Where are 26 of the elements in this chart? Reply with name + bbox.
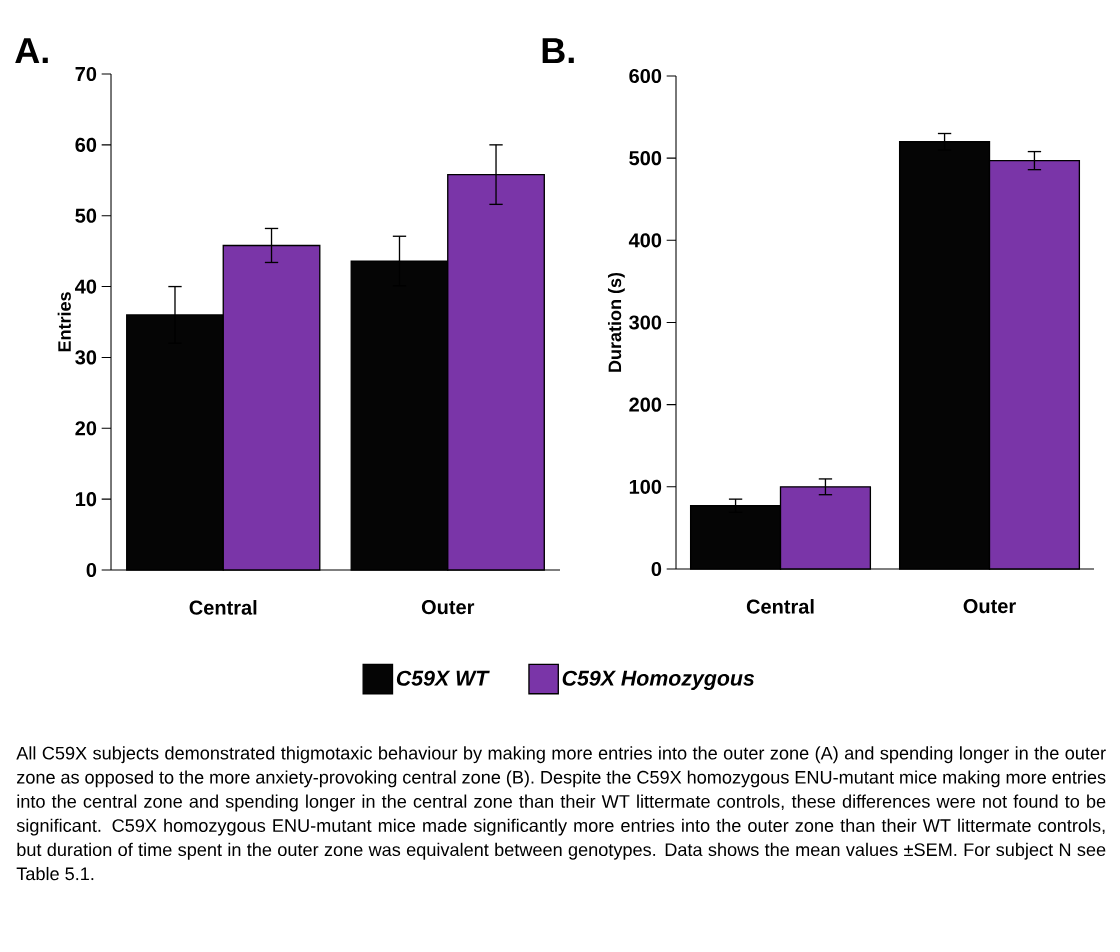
y-tick-label: 40: [75, 279, 97, 294]
y-tick-label: 300: [629, 315, 662, 330]
y-tick-label: 600: [629, 68, 662, 84]
y-tick-label: 400: [628, 233, 662, 248]
y-tick-label: 100: [629, 479, 662, 494]
text: All C59X subjects demonstrated thigmotaxic behaviour by making more entries into the outer zone (A) and spending longer in the outer zone as opposed to the more anxiety-provoking central zone (B). Despite the C59X homozygous ENU-mutant mice making more entries into the central zone and spending longer in the central zone than their WT littermate controls, these differences were not found to be significant. C59X homozygous ENU-mutant mice made significantly more entries into the outer zone than their WT littermate controls, but duration of time spent in the outer zone was equivalent between genotypes. Data shows the mean values ±SEM. For subject N see Table 5.1.: [16, 746, 1106, 881]
x-tick-label: Outer: [421, 600, 475, 615]
y-tick-label: 60: [75, 137, 97, 152]
y-tick-label: 0: [651, 561, 662, 577]
text: A.: [15, 38, 48, 64]
y-tick-label: 0: [86, 562, 97, 578]
text: B.: [542, 38, 574, 64]
x-tick-label: Outer: [963, 599, 1016, 614]
y-tick-label: 70: [75, 66, 97, 82]
y-tick-label: 10: [75, 492, 97, 507]
legend-label: C59X WT: [396, 670, 490, 686]
y-tick-label: 50: [75, 208, 97, 223]
x-tick-label: Central: [746, 599, 814, 614]
y-axis-title: Duration (s): [607, 272, 625, 372]
y-tick-label: 20: [75, 421, 97, 436]
y-tick-label: 30: [75, 350, 97, 365]
y-tick-label: 500: [629, 151, 662, 166]
y-axis-title: Entries: [57, 292, 71, 352]
y-tick-label: 200: [629, 397, 662, 412]
x-tick-label: Central: [189, 600, 257, 615]
legend-label: C59X Homozygous: [562, 670, 755, 690]
